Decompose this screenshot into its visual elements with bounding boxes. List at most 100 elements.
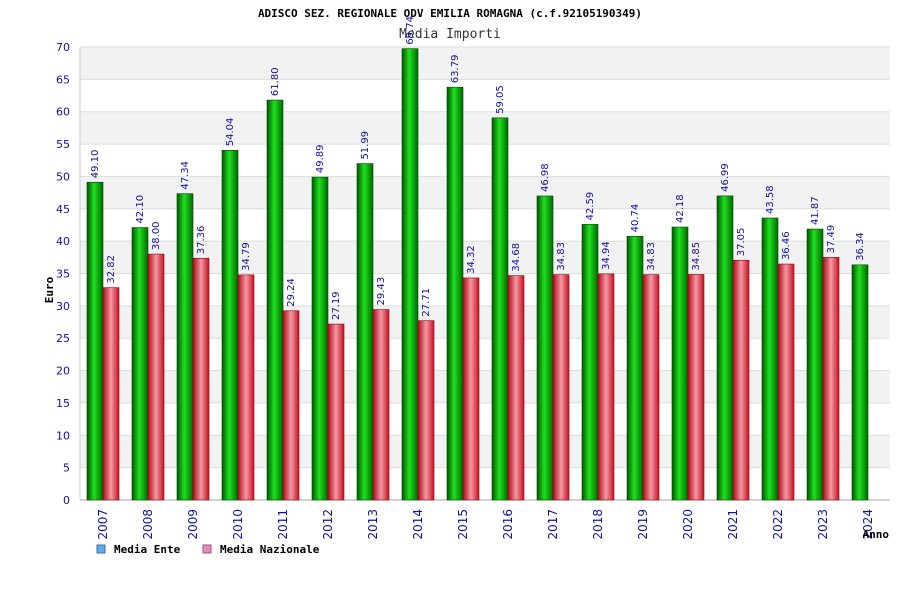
data-label: 54.04 [225, 118, 236, 147]
bar-media-ente [311, 176, 329, 501]
x-axis-ticks: 2007 2008 2009 2010 2011 2012 2013 2014 2015 2016… [96, 509, 875, 540]
data-label: 49.89 [315, 144, 326, 173]
data-label: 47.34 [180, 161, 191, 190]
grid-band [80, 47, 890, 80]
y-tick-label: 20 [56, 365, 70, 378]
bar-media-ente [716, 195, 734, 501]
bar-media-nazionale [102, 287, 120, 501]
x-tick-label: 2013 [366, 509, 380, 540]
bar-media-nazionale [417, 320, 435, 501]
y-tick-label: 30 [56, 300, 70, 313]
data-label: 42.18 [675, 194, 686, 223]
bar-media-nazionale [507, 275, 525, 501]
data-label: 51.99 [360, 131, 371, 160]
data-label: 37.49 [826, 225, 837, 254]
grid-band [80, 467, 890, 500]
data-label: 29.24 [286, 278, 297, 307]
data-label: 43.58 [765, 185, 776, 214]
x-tick-label: 2022 [771, 509, 785, 540]
chart-title: ADISCO SEZ. REGIONALE ODV EMILIA ROMAGNA… [258, 7, 642, 20]
x-tick-label: 2010 [231, 509, 245, 540]
y-tick-label: 15 [56, 397, 70, 410]
bar-media-nazionale [237, 274, 255, 501]
chart-subtitle: Media Importi [399, 27, 501, 42]
bar-media-ente [446, 86, 464, 501]
y-tick-label: 65 [56, 73, 70, 86]
data-label: 27.19 [331, 291, 342, 320]
data-label: 32.82 [106, 255, 117, 284]
bar-media-nazionale [192, 257, 210, 501]
data-label: 34.83 [646, 242, 657, 271]
bar-media-nazionale [597, 273, 615, 501]
x-tick-label: 2019 [636, 509, 650, 540]
y-tick-label: 60 [56, 106, 70, 119]
grid-band [80, 370, 890, 403]
x-tick-label: 2016 [501, 509, 515, 540]
data-label: 69.74 [405, 16, 416, 45]
data-label: 42.59 [585, 192, 596, 221]
bar-media-ente [401, 48, 419, 501]
data-label: 59.05 [495, 85, 506, 114]
legend-swatch-media-nazionale [202, 544, 212, 554]
grid-band [80, 241, 890, 274]
y-tick-label: 35 [56, 268, 70, 281]
legend: Media Ente Media Nazionale [96, 543, 320, 556]
data-label: 41.87 [810, 196, 821, 225]
grid-band [80, 79, 890, 112]
bar-media-nazionale [642, 274, 660, 501]
y-tick-label: 25 [56, 332, 70, 345]
data-label: 46.98 [540, 163, 551, 192]
x-tick-label: 2017 [546, 509, 560, 540]
data-label: 34.85 [691, 242, 702, 271]
grid-lines [79, 46, 890, 501]
y-axis-label: Euro [43, 276, 56, 303]
bar-media-nazionale [687, 274, 705, 501]
data-label: 34.79 [241, 242, 252, 271]
x-tick-label: 2020 [681, 509, 695, 540]
bar-media-nazionale [462, 277, 480, 501]
bar-media-ente [491, 117, 509, 501]
grid-band [80, 144, 890, 177]
bars [86, 48, 869, 501]
grid-band [80, 435, 890, 468]
bar-media-ente [806, 228, 824, 501]
bar-media-ente [581, 224, 599, 501]
bar-media-nazionale [327, 323, 345, 501]
data-label: 42.10 [135, 195, 146, 224]
bar-media-nazionale [147, 253, 165, 501]
bar-media-ente [176, 193, 194, 501]
x-tick-label: 2007 [96, 509, 110, 540]
bar-media-ente [86, 181, 104, 501]
data-label: 36.34 [855, 232, 866, 261]
bar-media-nazionale [282, 310, 300, 501]
bar-media-ente [626, 236, 644, 501]
x-tick-label: 2021 [726, 509, 740, 540]
bar-media-ente [131, 227, 149, 501]
y-tick-label: 5 [63, 462, 70, 475]
x-tick-label: 2008 [141, 509, 155, 540]
legend-swatch-media-ente [96, 544, 106, 554]
x-tick-label: 2015 [456, 509, 470, 540]
y-tick-label: 0 [63, 494, 70, 507]
bar-media-ente [671, 226, 689, 501]
data-label: 37.36 [196, 226, 207, 255]
data-label: 29.43 [376, 277, 387, 306]
data-label: 49.10 [90, 150, 101, 179]
data-label: 34.83 [556, 242, 567, 271]
y-tick-label: 40 [56, 235, 70, 248]
y-tick-label: 10 [56, 429, 70, 442]
bar-media-ente [221, 149, 239, 501]
data-label: 37.05 [736, 228, 747, 257]
data-label: 36.46 [781, 231, 792, 260]
data-label: 38.00 [151, 221, 162, 250]
data-label: 34.68 [511, 243, 522, 272]
grid-band [80, 273, 890, 306]
x-tick-label: 2009 [186, 509, 200, 540]
y-axis-ticks: 0 5 10 15 20 25 30 35 40 45 50 55 60 65 70 [56, 41, 70, 507]
x-tick-label: 2024 [861, 509, 875, 540]
data-label: 34.32 [466, 245, 477, 274]
grid-band [80, 208, 890, 242]
y-tick-label: 50 [56, 170, 70, 183]
data-label: 46.99 [720, 163, 731, 192]
